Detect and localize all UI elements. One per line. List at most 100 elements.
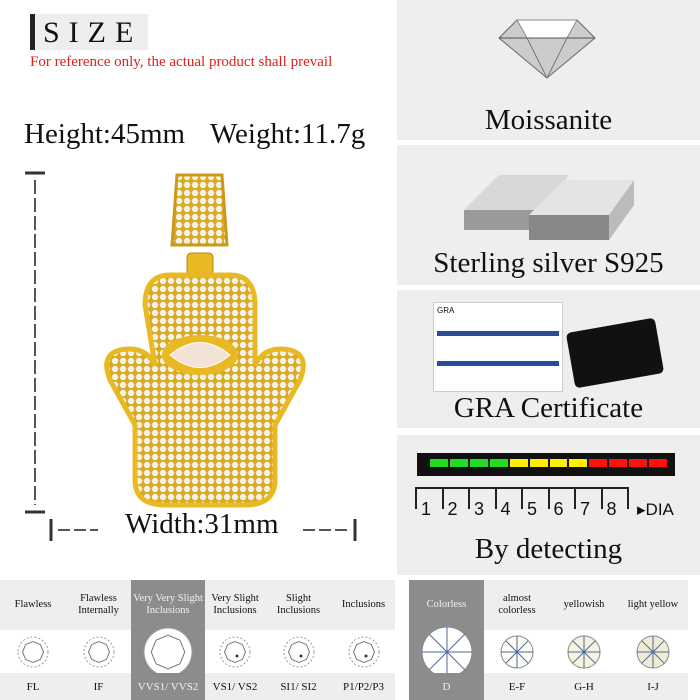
scale-tick xyxy=(574,487,576,509)
grade-name: almost colorless xyxy=(484,580,550,630)
grade-name: Slight Inclusions xyxy=(265,580,332,630)
feature-label: Moissanite xyxy=(484,104,613,136)
grade-image xyxy=(66,630,131,673)
diamond-color-icon xyxy=(500,635,534,668)
diamond-clarity-icon xyxy=(283,636,314,667)
diamond-clarity-icon xyxy=(83,636,114,667)
size-heading-text: SIZE xyxy=(43,16,143,49)
meter-segment xyxy=(529,459,548,467)
height-label: Height:45mm xyxy=(24,118,186,150)
scale-number: 2 xyxy=(447,499,458,519)
grade-charts: Flawless FL Flawless Internally IF Very Very… xyxy=(0,577,700,700)
grade-code: VS1/ VS2 xyxy=(205,673,265,700)
meter-segment xyxy=(589,459,608,467)
diamond-clarity-icon xyxy=(17,636,49,667)
feature-label: Sterling silver S925 xyxy=(433,247,664,279)
color-grade-i-j: light yellow I-J xyxy=(618,580,688,700)
diamond-clarity-icon xyxy=(219,636,251,667)
diamond-color-icon xyxy=(567,635,601,668)
grade-name: yellowish xyxy=(550,580,618,630)
grade-code: D xyxy=(409,673,484,700)
grade-image xyxy=(332,630,395,673)
grade-code: SI1/ SI2 xyxy=(265,673,332,700)
meter-segment xyxy=(649,459,668,467)
scale-tick xyxy=(468,487,470,509)
feature-moissanite: Moissanite xyxy=(397,0,700,140)
certificate-card-icon xyxy=(565,317,665,389)
grade-image xyxy=(265,630,332,673)
scale-tick xyxy=(494,487,497,509)
scale-tick xyxy=(521,487,523,509)
hamsa-pendant-image xyxy=(104,173,306,508)
clarity-grade-if: Flawless Internally IF xyxy=(66,580,131,700)
clarity-grade-fl: Flawless FL xyxy=(0,580,66,700)
scale-unit: ▸DIA xyxy=(637,500,674,519)
weight-label: Weight:11.7g xyxy=(210,118,366,150)
feature-certificate: GRA GRA Certificate xyxy=(397,290,700,428)
meter-segment xyxy=(569,459,588,467)
clarity-grade-vs1-vs2: Very Slight Inclusions VS1/ VS2 xyxy=(205,580,265,700)
scale-tick xyxy=(600,487,603,509)
width-arrow-icon xyxy=(49,519,357,541)
color-grade-d: Colorless D xyxy=(409,580,484,700)
grade-name: light yellow xyxy=(618,580,688,630)
color-grade-e-f: almost colorless E-F xyxy=(484,580,550,700)
scale-tick xyxy=(547,487,550,509)
color-grade-g-h: yellowish G-H xyxy=(550,580,618,700)
height-arrow-icon xyxy=(25,171,45,514)
grade-code: G-H xyxy=(550,673,618,700)
diamond-icon xyxy=(498,19,596,79)
grade-name: Flawless Internally xyxy=(66,580,131,630)
clarity-grade-vvs1-vvs2: Very Very Slight Inclusions VVS1/ VVS2 xyxy=(131,580,205,700)
scale-number: 7 xyxy=(580,499,591,519)
grade-image xyxy=(484,630,550,673)
grade-code: VVS1/ VVS2 xyxy=(131,673,205,700)
grade-code: P1/P2/P3 xyxy=(332,673,395,700)
grade-name: Very Slight Inclusions xyxy=(205,580,265,630)
grade-code: IF xyxy=(66,673,131,700)
meter-segment xyxy=(549,459,568,467)
meter-segment xyxy=(629,459,648,467)
meter-segment xyxy=(469,459,488,467)
grade-name: Very Very Slight Inclusions xyxy=(131,580,205,630)
scale-number: 4 xyxy=(500,499,511,519)
size-panel: SIZE For reference only, the actual prod… xyxy=(0,0,395,575)
feature-label: By detecting xyxy=(474,533,623,565)
scale-number: 3 xyxy=(474,499,485,519)
scale-tick xyxy=(415,487,417,509)
diamond-clarity-icon xyxy=(348,636,379,667)
scale-number: 6 xyxy=(553,499,564,519)
silver-bars-icon xyxy=(464,175,634,240)
grade-image xyxy=(0,630,66,673)
diamond-color-icon xyxy=(421,626,472,677)
scale-unit-text: DIA xyxy=(645,500,674,519)
scale-number: 5 xyxy=(527,499,538,519)
diamond-clarity-icon xyxy=(143,627,193,676)
diamond-color-icon xyxy=(636,635,670,668)
clarity-grade-si1-si2: Slight Inclusions SI1/ SI2 xyxy=(265,580,332,700)
grade-code: E-F xyxy=(484,673,550,700)
feature-label: GRA Certificate xyxy=(453,392,644,424)
grade-image xyxy=(131,627,205,676)
size-heading: SIZE xyxy=(30,14,148,50)
grade-code: FL xyxy=(0,673,66,700)
scale-number: 1 xyxy=(421,499,432,519)
width-label: Width:31mm xyxy=(125,508,279,540)
reference-note: For reference only, the actual product s… xyxy=(30,54,333,70)
tester-meter xyxy=(417,453,675,476)
meter-segment xyxy=(430,459,448,467)
grade-image xyxy=(205,630,265,673)
grade-image xyxy=(409,626,484,677)
meter-segment xyxy=(509,459,528,467)
grade-code: I-J xyxy=(618,673,688,700)
certificate-brand: GRA xyxy=(437,306,455,315)
scale-tick xyxy=(441,487,444,509)
scale-number: 8 xyxy=(606,499,617,519)
scale-tick xyxy=(627,487,629,509)
grade-name: Colorless xyxy=(409,580,484,630)
clarity-grade-p1-p2-p3: Inclusions P1/P2/P3 xyxy=(332,580,395,700)
grade-name: Inclusions xyxy=(332,580,395,630)
grade-image xyxy=(550,630,618,673)
